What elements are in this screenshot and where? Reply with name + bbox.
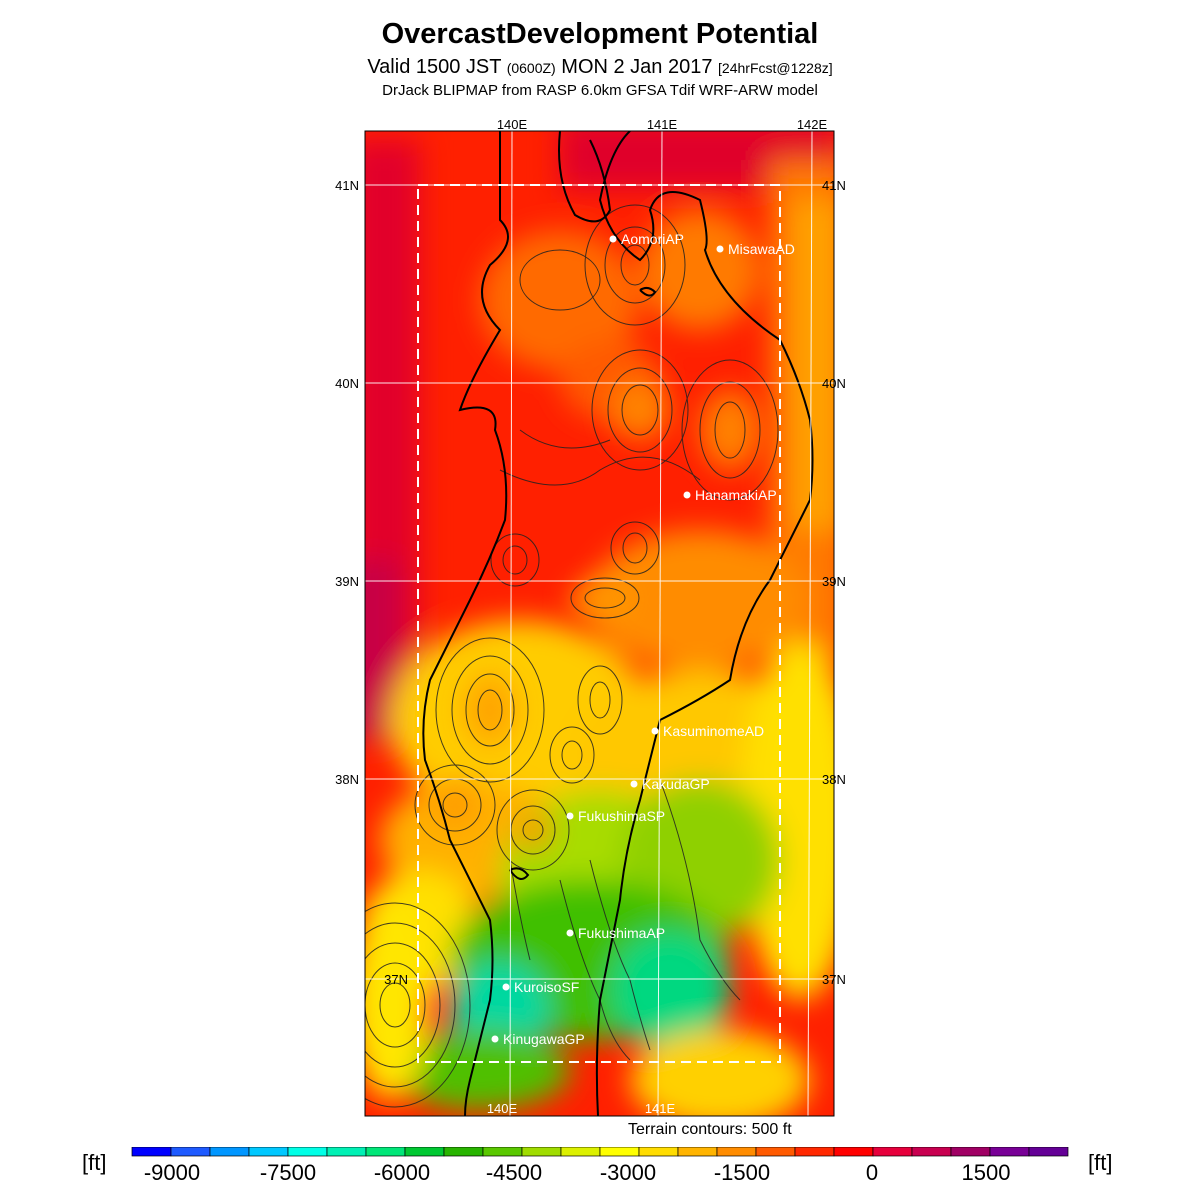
field-layer: [365, 131, 834, 1116]
valid-prefix: Valid 1500 JST: [367, 56, 502, 78]
colorbar-swatch: [833, 1147, 874, 1157]
valid-date: MON 2 Jan 2017: [561, 56, 713, 78]
station-label: HanamakiAP: [695, 487, 777, 503]
lat-label-left: 37N: [384, 972, 408, 987]
station-marker: [716, 245, 724, 253]
station-marker: [566, 812, 574, 820]
station-marker: [683, 491, 691, 499]
station-label: MisawaAD: [728, 241, 795, 257]
lon-label-top: 140E: [497, 117, 528, 132]
model-description: DrJack BLIPMAP from RASP 6.0km GFSA Tdif…: [382, 82, 818, 99]
chart-title: OvercastDevelopment Potential: [381, 18, 819, 50]
colorbar-swatch: [911, 1147, 952, 1157]
colorbar-tick-label: 0: [866, 1160, 878, 1185]
station-label: FukushimaSP: [578, 808, 665, 824]
colorbar-swatch: [209, 1147, 250, 1157]
lat-label-left: 40N: [335, 376, 359, 391]
colorbar-swatch: [287, 1147, 328, 1157]
colorbar-swatch: [560, 1147, 601, 1157]
lat-label-left: 41N: [335, 178, 359, 193]
valid-time-line: Valid 1500 JST (0600Z) MON 2 Jan 2017 [2…: [0, 56, 1200, 79]
forecast-info: [24hrFcst@1228z]: [718, 60, 833, 76]
station-label: KuroisoSF: [514, 979, 579, 995]
lon-label-top: 142E: [797, 117, 828, 132]
colorbar-tick-label: -9000: [144, 1160, 200, 1185]
colorbar-tick-label: 1500: [962, 1160, 1011, 1185]
colorbar-swatch: [755, 1147, 796, 1157]
colorbar-swatch: [599, 1147, 640, 1157]
station-label: KakudaGP: [642, 776, 710, 792]
colorbar-swatch: [365, 1147, 406, 1157]
colorbar-swatch: [794, 1147, 835, 1157]
colorbar-swatch: [677, 1147, 718, 1157]
colorbar-swatch: [482, 1147, 523, 1157]
lat-label-right: 41N: [822, 178, 846, 193]
colorbar-swatch: [716, 1147, 757, 1157]
station-marker: [566, 929, 574, 937]
colorbar-tick-label: -1500: [714, 1160, 770, 1185]
colorbar-swatch: [1028, 1147, 1069, 1157]
colorbar-tick-label: -7500: [260, 1160, 316, 1185]
station-label: FukushimaAP: [578, 925, 665, 941]
station-marker: [630, 780, 638, 788]
inner-domain-box: [417, 184, 781, 1063]
colorbar-swatch: [521, 1147, 562, 1157]
colorbar-swatch: [170, 1147, 211, 1157]
terrain-contours: [365, 204, 779, 1108]
colorbar-swatch: [326, 1147, 367, 1157]
colorbar-swatch: [404, 1147, 445, 1157]
station-marker: [502, 983, 510, 991]
colorbar-swatch: [989, 1147, 1030, 1157]
lon-label-top: 141E: [647, 117, 678, 132]
station-label: AomoriAP: [621, 231, 684, 247]
colorbar: -9000 -7500 -6000 -4500 -3000 -1500 0 1500: [131, 1147, 1069, 1185]
lon-label-bottom: 141E: [645, 1101, 676, 1116]
colorbar-swatch: [131, 1147, 172, 1157]
station-marker: [609, 235, 617, 243]
map-frame: [364, 130, 835, 1117]
station-marker: [491, 1035, 499, 1043]
colorbar-swatch: [638, 1147, 679, 1157]
colorbar-swatch: [950, 1147, 991, 1157]
colorbar-swatch: [443, 1147, 484, 1157]
lat-label-right: 39N: [822, 574, 846, 589]
lat-label-left: 39N: [335, 574, 359, 589]
lat-label-left: 38N: [335, 772, 359, 787]
colorbar-tick-label: -3000: [600, 1160, 656, 1185]
colorbar-unit-left: [ft]: [82, 1150, 107, 1175]
colorbar-tick-label: -6000: [374, 1160, 430, 1185]
station-marker: [651, 727, 659, 735]
station-label: KinugawaGP: [503, 1031, 585, 1047]
station-label: KasuminomeAD: [663, 723, 764, 739]
colorbar-unit-right: [ft]: [1088, 1150, 1113, 1175]
lat-label-right: 37N: [822, 972, 846, 987]
graticule: [365, 131, 834, 1116]
colorbar-tick-label: -4500: [486, 1160, 542, 1185]
colorbar-swatch: [248, 1147, 289, 1157]
terrain-contour-note: Terrain contours: 500 ft: [628, 1121, 792, 1138]
lat-label-right: 40N: [822, 376, 846, 391]
colorbar-swatch: [872, 1147, 913, 1157]
valid-utc: (0600Z): [506, 60, 556, 76]
lat-label-right: 38N: [822, 772, 846, 787]
lon-label-bottom: 140E: [487, 1101, 518, 1116]
